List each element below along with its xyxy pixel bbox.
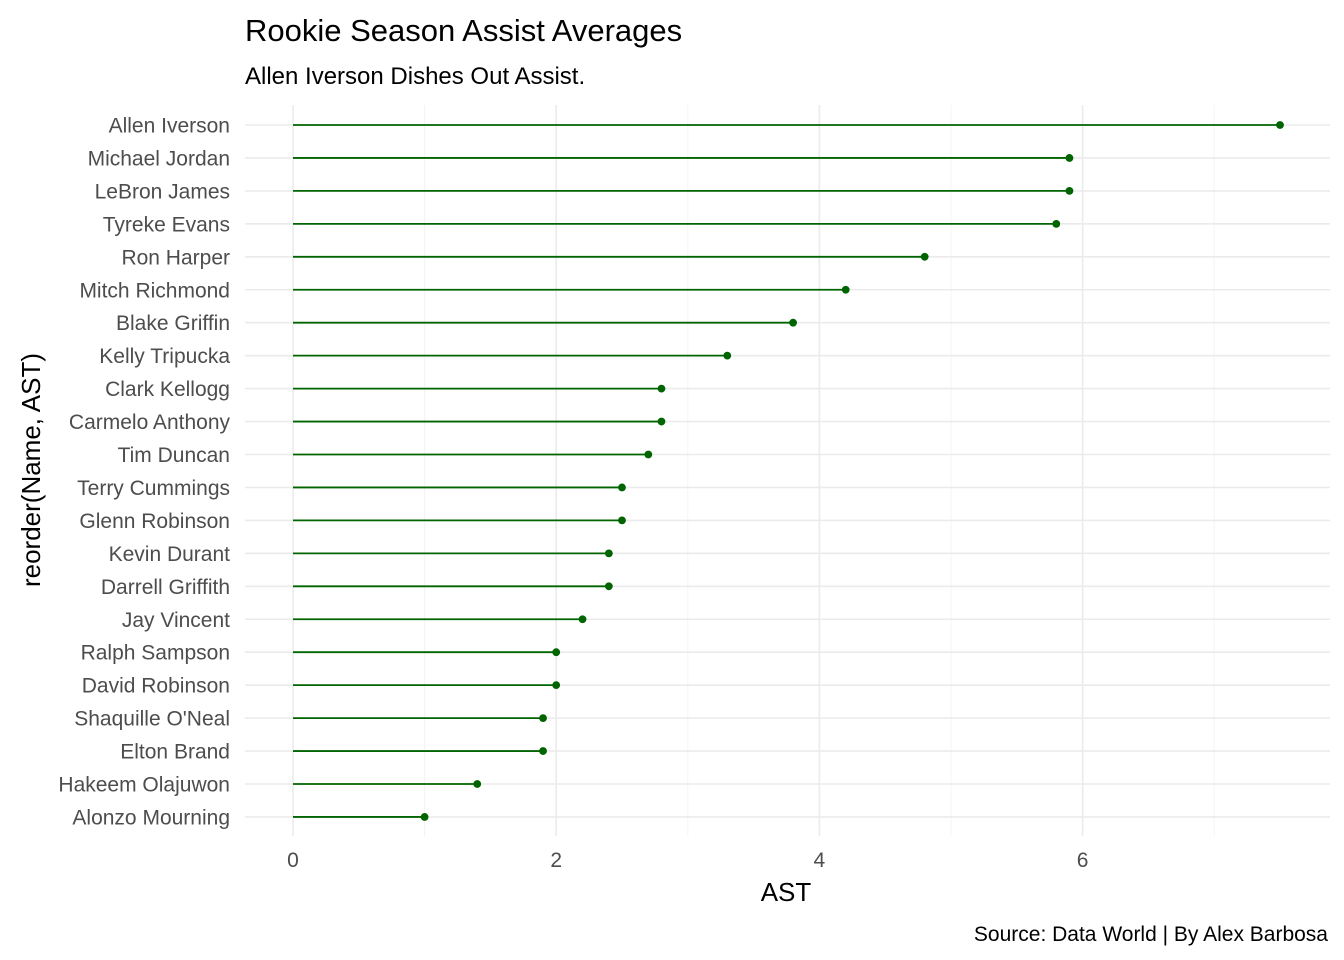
y-tick-label: Carmelo Anthony (69, 411, 231, 434)
lollipop-point (789, 318, 797, 327)
lollipop-point (618, 516, 626, 525)
lollipop-point (920, 252, 929, 261)
x-tick-labels: 0 2 4 6 (287, 849, 1088, 872)
lollipop-point (552, 681, 561, 690)
y-tick-label: Terry Cummings (77, 477, 230, 500)
lollipop-point (1052, 219, 1061, 228)
lollipop-point (473, 780, 482, 788)
lollipop-point (723, 351, 732, 360)
lollipop-point (539, 714, 547, 722)
lollipop-point (604, 582, 613, 591)
x-axis-title: AST (761, 877, 812, 907)
y-tick-label: Allen Iverson (109, 115, 230, 138)
lollipop-point (578, 615, 587, 624)
y-tick-label: Shaquille O'Neal (74, 708, 230, 731)
y-tick-label: Kevin Durant (109, 543, 231, 566)
lollipop-point (1065, 154, 1074, 162)
x-tick-label: 2 (550, 849, 562, 872)
y-tick-labels: Allen Iverson Michael Jordan LeBron James T… (58, 115, 230, 830)
lollipop-stems (293, 124, 1280, 818)
y-tick-label: Ron Harper (121, 246, 230, 269)
y-tick-label: Kelly Tripucka (99, 345, 230, 368)
y-tick-label: Alonzo Mourning (72, 806, 230, 829)
chart-caption: Source: Data World | By Alex Barbosa (974, 923, 1328, 946)
x-tick-label: 6 (1077, 849, 1089, 872)
y-axis-title: reorder(Name, AST) (16, 353, 46, 587)
y-tick-label: Jay Vincent (122, 609, 230, 632)
x-tick-label: 4 (814, 849, 826, 872)
lollipop-point (841, 285, 850, 294)
y-tick-label: Glenn Robinson (79, 510, 230, 533)
lollipop-points (420, 121, 1284, 821)
lollipop-point (420, 813, 429, 821)
lollipop-point (1276, 121, 1284, 129)
y-tick-label: Hakeem Olajuwon (58, 774, 230, 797)
x-tick-label: 0 (287, 849, 299, 872)
y-tick-label: Elton Brand (120, 741, 230, 764)
lollipop-point (1065, 187, 1074, 195)
lollipop-point (604, 549, 613, 558)
lollipop-point (539, 747, 547, 755)
y-tick-label: Tim Duncan (118, 444, 230, 467)
chart-title: Rookie Season Assist Averages (245, 13, 682, 48)
y-tick-label: David Robinson (82, 675, 230, 698)
lollipop-point (657, 417, 666, 426)
y-tick-label: Clark Kellogg (105, 378, 230, 401)
chart-subtitle: Allen Iverson Dishes Out Assist. (245, 63, 585, 90)
lollipop-point (644, 450, 653, 459)
y-tick-label: Michael Jordan (88, 147, 230, 170)
lollipop-point (552, 648, 561, 657)
y-tick-label: Mitch Richmond (79, 279, 230, 302)
lollipop-point (657, 384, 666, 393)
y-tick-label: Blake Griffin (116, 312, 230, 335)
y-tick-label: LeBron James (95, 180, 230, 203)
grid-lines (245, 105, 1330, 836)
y-tick-label: Ralph Sampson (81, 642, 230, 665)
y-tick-label: Tyreke Evans (103, 213, 230, 236)
y-tick-label: Darrell Griffith (101, 576, 230, 599)
lollipop-point (618, 483, 626, 492)
